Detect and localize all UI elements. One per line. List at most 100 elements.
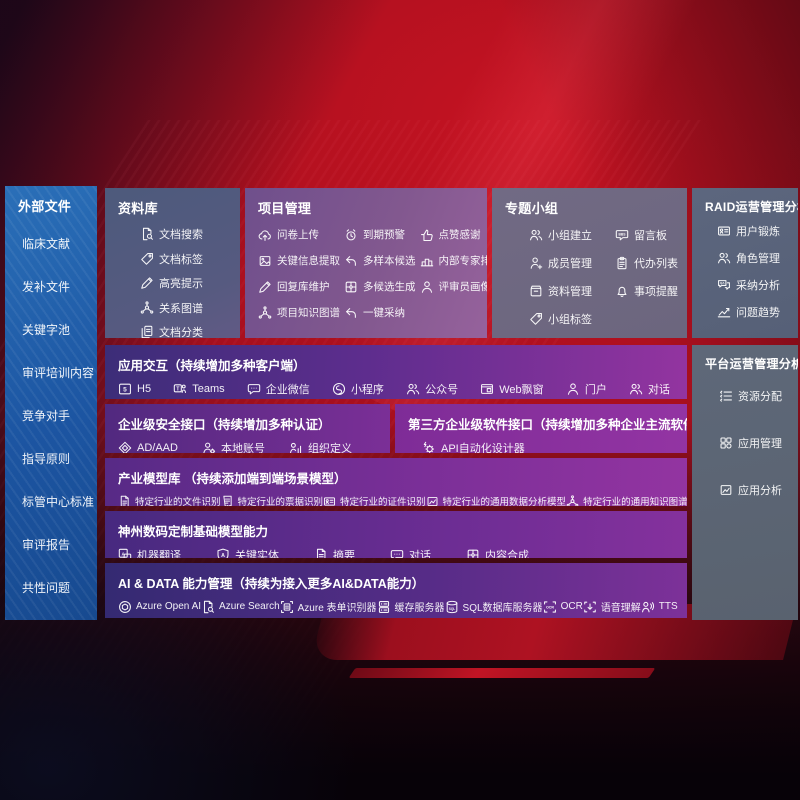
- platform-analytics-panel: 平台运营管理分析 资源分配 应用管理 应用分析: [692, 345, 798, 620]
- feature-item[interactable]: 机器翻译: [118, 547, 181, 558]
- feature-label: 标管中心标准: [22, 495, 95, 509]
- feature-item[interactable]: 语音理解: [583, 599, 641, 614]
- feature-item[interactable]: Azure Open AI: [118, 600, 201, 614]
- sidebar-item[interactable]: 审评培训内容: [22, 364, 94, 381]
- sidebar-item[interactable]: 竞争对手: [22, 407, 84, 424]
- feature-item[interactable]: API自动化设计器: [422, 440, 525, 453]
- feature-item[interactable]: 代办列表: [615, 255, 678, 271]
- feature-item[interactable]: 资源分配: [719, 388, 785, 404]
- chart-doc-icon: [719, 483, 733, 497]
- sidebar-item[interactable]: 标管中心标准: [22, 493, 94, 510]
- feature-item[interactable]: OCR: [543, 600, 583, 614]
- feature-item[interactable]: 回复库维护: [258, 279, 340, 294]
- feature-item[interactable]: TTS: [641, 600, 678, 614]
- reply-icon: [344, 254, 358, 268]
- feature-item[interactable]: 一键采纳: [344, 305, 416, 320]
- feature-item[interactable]: 关系图谱: [140, 300, 227, 316]
- row-title: AI & DATA 能力管理（持续为接入更多AI&DATA能力）: [118, 577, 425, 591]
- feature-item[interactable]: Web飘窗: [480, 381, 544, 397]
- feature-item[interactable]: 小组建立: [529, 227, 615, 243]
- feature-item[interactable]: 留言板: [615, 227, 678, 243]
- feature-item[interactable]: SQL数据库服务器: [445, 599, 543, 614]
- external-files-panel: 外部文件 临床文献 发补文件 关键字池 审评培训内容 竞争对手 指导原则 标管中心标准 审评报…: [5, 186, 97, 620]
- feature-item[interactable]: 应用管理: [719, 435, 785, 451]
- feature-item[interactable]: 门户: [566, 381, 607, 397]
- doc-icon: [314, 548, 328, 558]
- feature-label: 本地账号: [220, 443, 265, 453]
- chat-icon: [247, 382, 261, 396]
- feature-item[interactable]: 文档搜索: [140, 226, 227, 242]
- feature-item[interactable]: 到期预警: [344, 227, 416, 242]
- feature-item[interactable]: 多样本候选: [344, 253, 416, 268]
- feature-label: 问题趋势: [736, 307, 780, 319]
- feature-item[interactable]: 高亮提示: [140, 275, 227, 291]
- feature-item[interactable]: 关键实体: [216, 547, 279, 558]
- chart-icon: [717, 305, 731, 319]
- feature-label: 门户: [584, 384, 607, 396]
- puzzle-icon: [344, 280, 358, 294]
- feature-item[interactable]: 角色管理: [717, 250, 785, 266]
- feature-item[interactable]: 特定行业的文件识别: [118, 494, 221, 506]
- feature-item[interactable]: 对话: [390, 547, 431, 558]
- chat-qa-icon: [717, 278, 731, 292]
- feature-label: 临床文献: [22, 237, 71, 251]
- sidebar-item[interactable]: 指导原则: [22, 450, 84, 467]
- feature-item[interactable]: Azure Search: [201, 600, 280, 614]
- feature-item[interactable]: 特定行业的票据识别: [221, 494, 323, 506]
- feature-item[interactable]: 内部专家排名: [420, 253, 487, 268]
- sidebar-item[interactable]: 共性问题: [22, 579, 84, 596]
- feature-item[interactable]: 对话: [629, 381, 670, 397]
- sidebar-item[interactable]: 发补文件: [22, 278, 84, 295]
- feature-item[interactable]: 小组标签: [529, 311, 615, 327]
- feature-item[interactable]: 项目知识图谱: [258, 305, 340, 320]
- feature-item[interactable]: Teams: [173, 382, 225, 396]
- feature-item[interactable]: 问卷上传: [258, 227, 340, 242]
- pencil-icon: [258, 280, 272, 294]
- thirdparty-software-row: 第三方企业级软件接口（持续增加多种企业主流软件接口） API自动化设计器: [395, 404, 687, 453]
- feature-item[interactable]: 成员管理: [529, 255, 615, 271]
- feature-item[interactable]: 多候选生成: [344, 279, 416, 294]
- feature-item[interactable]: Azure 表单识别器: [280, 599, 377, 614]
- sidebar-item[interactable]: 临床文献: [22, 235, 84, 252]
- feature-item[interactable]: 公众号: [406, 381, 458, 397]
- feature-item[interactable]: 文档标签: [140, 251, 227, 267]
- feature-item[interactable]: H5: [118, 382, 151, 396]
- feature-item[interactable]: 文档分类: [140, 324, 227, 338]
- tag-icon: [529, 312, 543, 326]
- feature-item[interactable]: 特定行业的通用知识图谱模型: [566, 494, 687, 506]
- feature-item[interactable]: 应用分析: [719, 482, 785, 498]
- feature-item[interactable]: 组织定义: [289, 440, 352, 453]
- sidebar-item[interactable]: 关键字池: [22, 321, 84, 338]
- feature-item[interactable]: 事项提醒: [615, 283, 678, 299]
- feature-item[interactable]: 摘要: [314, 547, 355, 558]
- feature-label: 一键采纳: [363, 307, 405, 319]
- feature-item[interactable]: 特定行业的证件识别: [323, 494, 426, 506]
- cache-server-icon: [377, 600, 391, 614]
- feature-item[interactable]: 本地账号: [202, 440, 265, 453]
- sidebar-item[interactable]: 审评报告: [22, 536, 84, 553]
- feature-item[interactable]: 缓存服务器: [377, 599, 445, 614]
- feature-item[interactable]: 问题趋势: [717, 304, 785, 320]
- feature-item[interactable]: 企业微信: [247, 381, 310, 397]
- feature-label: 内容合成: [485, 550, 529, 558]
- feature-item[interactable]: 评审员画像: [420, 279, 487, 294]
- feature-item[interactable]: 采纳分析: [717, 277, 785, 293]
- feature-label: Azure Open AI: [136, 601, 202, 612]
- person-add-icon: [529, 256, 543, 270]
- feature-item[interactable]: 小程序: [332, 381, 384, 397]
- feature-item[interactable]: 点赞感谢: [420, 227, 488, 242]
- feature-item[interactable]: 特定行业的通用数据分析模型: [426, 494, 566, 506]
- feature-item[interactable]: AD/AAD: [118, 441, 178, 453]
- miniprogram-icon: [332, 382, 346, 396]
- feature-label: 资料管理: [548, 286, 592, 298]
- feature-label: 文档标签: [159, 253, 203, 266]
- feature-item[interactable]: 资料管理: [529, 283, 615, 299]
- row-title: 第三方企业级软件接口（持续增加多种企业主流软件接口）: [408, 418, 687, 432]
- shield-a-icon: [216, 548, 230, 558]
- feature-item[interactable]: 用户锻炼: [717, 223, 785, 239]
- feature-item[interactable]: 内容合成: [466, 547, 529, 558]
- feature-item[interactable]: 关键信息提取: [258, 253, 340, 268]
